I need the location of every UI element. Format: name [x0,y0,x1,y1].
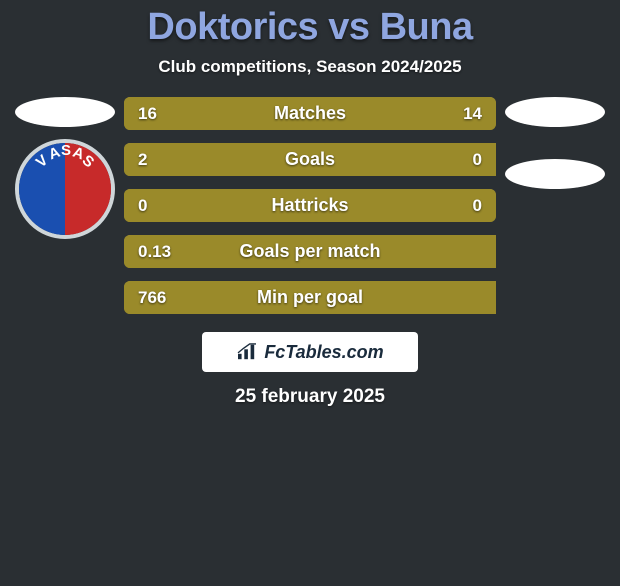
right-club-placeholder [505,159,605,189]
badge-letter: S [61,142,71,159]
left-club-badge: V A S A S [15,139,115,239]
stat-bar: 16Matches14 [124,97,496,130]
page-title: Doktorics vs Buna [0,6,620,49]
comparison-row: V A S A S 16Matches142Goals00Hattricks00… [0,97,620,314]
page-subtitle: Club competitions, Season 2024/2025 [0,57,620,77]
brand-badge[interactable]: FcTables.com [202,332,418,372]
stat-label: Goals [184,149,436,170]
stat-label: Min per goal [184,287,436,308]
stat-value-right: 0 [436,196,496,216]
stat-value-left: 766 [124,288,184,308]
right-player-col [500,97,610,189]
stats-column: 16Matches142Goals00Hattricks00.13Goals p… [120,97,500,314]
left-player-placeholder [15,97,115,127]
stat-value-left: 0.13 [124,242,184,262]
left-player-col: V A S A S [10,97,120,239]
right-player-placeholder [505,97,605,127]
snapshot-date: 25 february 2025 [0,386,620,408]
stat-value-left: 0 [124,196,184,216]
stat-bar: 2Goals0 [124,143,496,176]
stat-value-left: 2 [124,150,184,170]
stat-label: Goals per match [184,241,436,262]
stat-value-right: 14 [436,104,496,124]
bar-chart-icon [236,343,258,361]
brand-text: FcTables.com [264,342,383,363]
stat-label: Matches [184,103,436,124]
stat-value-left: 16 [124,104,184,124]
stat-label: Hattricks [184,195,436,216]
stat-bar: 766Min per goal [124,281,496,314]
stat-bar: 0Hattricks0 [124,189,496,222]
stat-value-right: 0 [436,150,496,170]
stat-bar: 0.13Goals per match [124,235,496,268]
